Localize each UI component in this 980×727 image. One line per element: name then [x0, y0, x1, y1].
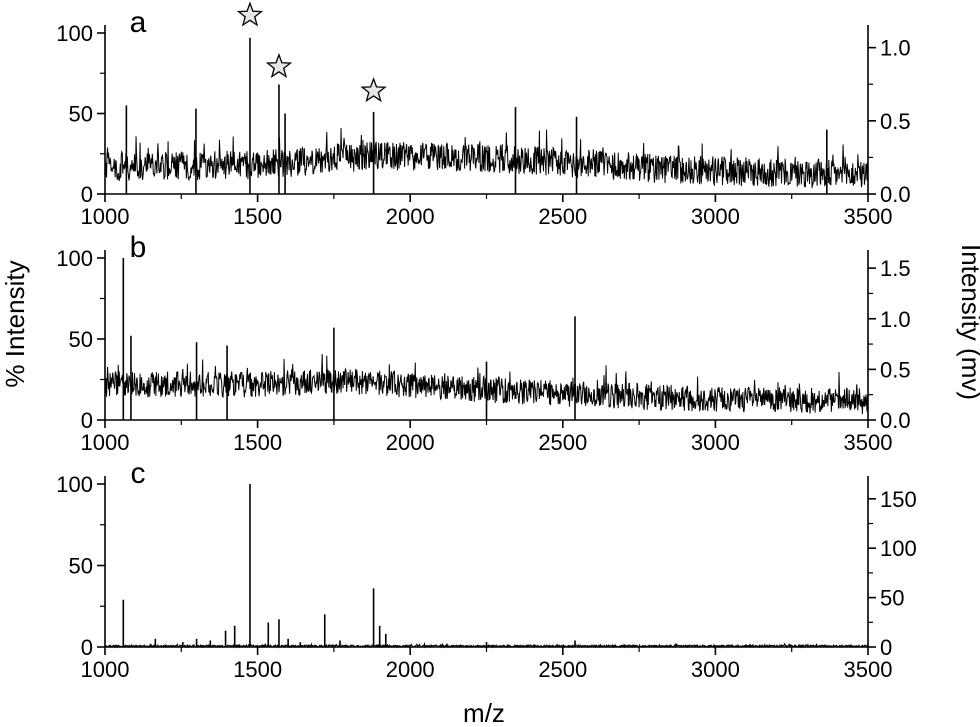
x-tick-label: 2000 [386, 430, 435, 455]
x-tick-label: 3500 [844, 657, 893, 682]
right-y-tick-label: 100 [880, 536, 917, 561]
right-y-tick-label: 0.5 [880, 109, 911, 134]
right-y-tick-label: 0.0 [880, 408, 911, 433]
x-tick-label: 1500 [233, 430, 282, 455]
left-y-tick-label: 100 [56, 246, 93, 271]
x-tick-label: 3500 [844, 430, 893, 455]
x-tick-label: 1500 [233, 204, 282, 229]
x-tick-label: 2000 [386, 204, 435, 229]
left-y-tick-label: 0 [81, 635, 93, 660]
x-tick-label: 3500 [844, 204, 893, 229]
left-axis-title: % Intensity [0, 260, 30, 387]
x-tick-label: 2000 [386, 657, 435, 682]
star-marker [360, 77, 387, 103]
panel-label: c [131, 457, 146, 490]
panel-b: 1000 1500 2000 2500 3000 3500 0 50 100 0.0 0.5 1.0 1… [56, 231, 910, 455]
left-y-tick-label: 0 [81, 408, 93, 433]
panel-a: 1000 1500 2000 2500 3000 3500 0 50 100 0.0 0.5 1.0 a [56, 1, 911, 229]
panel-label: b [130, 231, 147, 264]
left-y-tick-label: 100 [56, 472, 93, 497]
right-y-tick-label: 1.0 [880, 36, 911, 61]
right-y-tick-label: 50 [880, 586, 904, 611]
left-y-tick-label: 0 [81, 182, 93, 207]
left-y-tick-label: 50 [69, 554, 93, 579]
left-y-tick-label: 50 [69, 327, 93, 352]
right-axis-title: Intensity (mv) [956, 244, 980, 400]
left-y-tick-label: 100 [56, 21, 93, 46]
x-axis-title: m/z [463, 698, 505, 727]
x-tick-label: 3000 [691, 657, 740, 682]
right-y-tick-label: 1.5 [880, 256, 911, 281]
star-marker [236, 1, 264, 27]
right-y-tick-label: 0.0 [880, 182, 911, 207]
star-marker [265, 52, 293, 79]
x-tick-label: 2500 [538, 204, 587, 229]
right-y-tick-label: 1.0 [880, 307, 911, 332]
right-y-tick-label: 0 [880, 635, 892, 660]
panel-label: a [130, 6, 147, 39]
x-tick-label: 1000 [81, 204, 130, 229]
x-tick-label: 1000 [81, 657, 130, 682]
x-tick-label: 1500 [233, 657, 282, 682]
right-y-tick-label: 0.5 [880, 357, 911, 382]
x-tick-label: 2500 [538, 430, 587, 455]
spectrum-trace [104, 127, 869, 189]
right-y-tick-label: 150 [880, 487, 917, 512]
x-tick-label: 3000 [691, 430, 740, 455]
x-tick-label: 3000 [691, 204, 740, 229]
x-tick-label: 2500 [538, 657, 587, 682]
x-tick-label: 1000 [81, 430, 130, 455]
left-y-tick-label: 50 [69, 102, 93, 127]
